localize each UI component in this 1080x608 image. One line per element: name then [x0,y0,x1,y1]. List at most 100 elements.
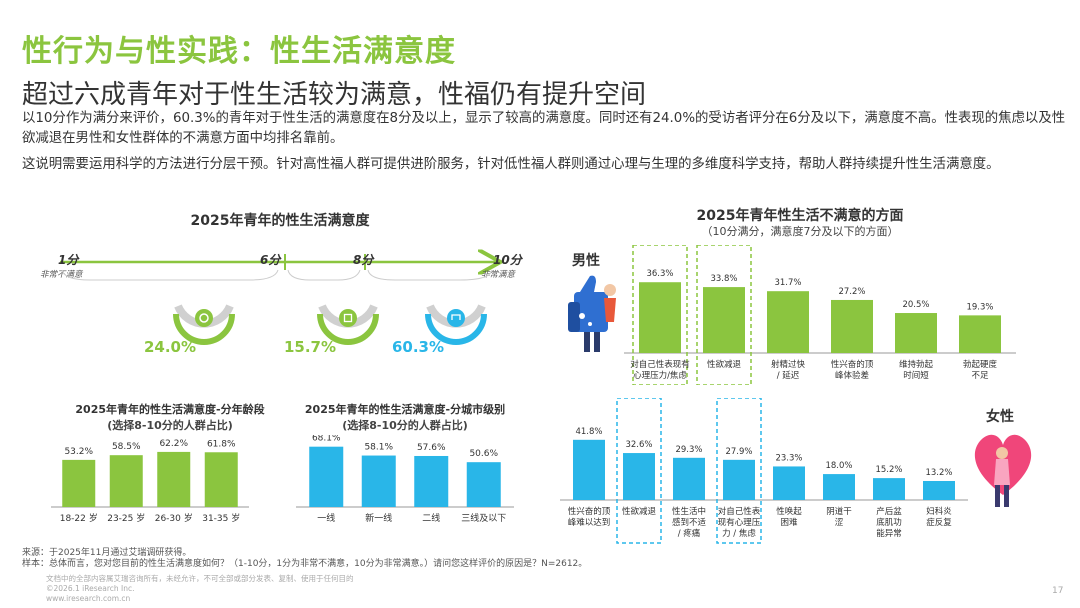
sample-note: 样本：总体而言，您对您目前的性生活满意度如何？（1-10分，1分为非常不满意，1… [22,559,588,569]
bar [361,455,396,507]
bar [723,459,755,500]
age-chart-subtitle: (选择8-10分的人群占比) [107,419,233,432]
tick-label: 31-35 岁 [202,512,240,524]
bar [466,462,501,507]
scale-bracket-8-10 [367,269,493,281]
tick-label: 涩 [835,518,844,528]
bar [773,466,805,500]
data-label: 62.2% [159,439,188,449]
scale-marker-6: 6分 [260,253,282,267]
female-group-label: 女性 [986,409,1014,425]
data-label: 41.8% [575,427,602,437]
tick-label: 一线 [317,512,335,524]
tick-label: 困难 [780,517,798,528]
tick-label: 性兴奋的顶 [831,359,874,370]
tick-label: 性兴奋的顶 [568,506,611,517]
bar [959,315,1001,353]
satisfaction-scale-chart: 1分 非常不满意 6分 8分 10分 非常满意 24.0% 15.7% 60.3… [40,240,524,356]
bar [703,287,745,353]
tick-label: 感到不适 [672,517,707,528]
tick-label: 能异常 [876,528,902,539]
tick-label: 不足 [971,371,989,381]
tick-label: 性欲减退 [622,506,657,517]
bar [414,455,449,507]
data-label: 18.0% [825,461,852,471]
scale-end-label: 10分 [493,253,524,267]
tick-label: / 延迟 [777,370,800,381]
page-subtitle: 超过六成青年对于性生活较为满意，性福仍有提升空间 [22,80,647,110]
segment-low: 24.0% [144,304,235,356]
page-title: 性行为与性实践：性生活满意度 [22,34,456,69]
bar [573,439,605,500]
city-chart-title: 2025年青年的性生活满意度-分城市级别 [304,403,506,416]
tick-label: 二线 [422,512,440,524]
thumbs-up-icon [568,275,616,352]
segment-low-label: 24.0% [144,338,196,356]
tick-label: 底肌功 [876,517,902,528]
bar [109,455,143,507]
highlight-box [716,398,762,544]
bar [639,282,681,353]
data-label: 58.5% [112,442,141,452]
bar [623,453,655,500]
page-number: 17 [1052,586,1064,596]
data-label: 33.8% [710,274,737,284]
male-group-label: 男性 [572,253,600,269]
city-bar-chart: 68.1% 一线 58.1% 新一线 57.6% 二线 50.6% 三线及以下 [296,435,514,524]
data-label: 61.8% [207,439,236,449]
bar [309,446,344,507]
tick-label: 性唤起 [776,506,802,517]
data-label: 32.6% [625,440,652,450]
data-label: 27.9% [725,447,752,457]
data-label: 57.6% [417,443,446,453]
highlight-box [696,245,752,385]
data-label: 50.6% [469,449,498,459]
scale-bracket-1-6 [61,269,279,281]
summary-paragraph-2: 这说明需要运用科学的方法进行分层干预。针对高性福人群可提供进阶服务，针对低性福人… [22,157,1000,172]
segment-high: 60.3% [392,304,487,356]
bar [767,291,809,353]
tick-label: 妇科炎 [926,506,952,517]
bar [895,313,937,353]
bar [923,480,955,500]
age-chart-title: 2025年青年的性生活满意度-分年龄段 [75,403,265,416]
tick-label: 新一线 [365,512,392,524]
summary-paragraph-1: 以10分作为满分来评价，60.3%的青年对于性生活的满意度在8分及以上，显示了较… [22,111,1066,146]
data-label: 31.7% [774,278,801,288]
website-link[interactable]: www.iresearch.com.cn [46,594,131,603]
heart-icon [974,434,1032,507]
tick-label: 峰体验差 [835,370,869,381]
scale-marker-8: 8分 [353,253,375,267]
tick-label: 射精过快 [771,359,806,370]
data-label: 68.1% [312,435,341,444]
satisfaction-scale-title: 2025年青年的性生活满意度 [190,213,370,229]
tick-label: 勃起硬度 [963,359,998,370]
tick-label: / 疼痛 [678,528,701,539]
data-label: 20.5% [902,300,929,310]
copyright-note: 文档中的全部内容属艾瑞咨询所有，未经允许，不可全部或部分发表、复制、使用于任何目… [46,574,354,583]
dissatisfaction-subtitle: （10分满分，满意度7分及以下的方面） [701,225,899,238]
source-note: 来源：于2025年11月通过艾瑞调研获得。 [22,548,192,558]
tick-label: 时间短 [903,370,929,381]
age-bar-chart: 53.2% 18-22 岁 58.5% 23-25 岁 62.2% 26-30 岁 61.8… [51,439,249,524]
highlight-box [632,245,688,385]
tick-label: 维持勃起 [899,359,934,370]
segment-high-label: 60.3% [392,338,444,356]
bar [673,457,705,500]
tick-label: 阴道干 [826,506,852,517]
tick-label: 对自己性表现有 [630,359,690,370]
data-label: 27.2% [838,287,865,297]
scale-end-note: 非常满意 [481,269,517,280]
segment-mid: 15.7% [284,304,379,356]
tick-label: 现有心理压 [718,517,761,528]
tick-label: 峰难以达到 [568,517,611,528]
tick-label: 症反复 [926,517,952,528]
data-label: 29.3% [675,445,702,455]
bar [823,474,855,500]
bar [831,299,873,353]
data-label: 53.2% [64,447,93,457]
tick-label: 三线及以下 [461,512,506,524]
tick-label: 23-25 岁 [107,512,145,524]
